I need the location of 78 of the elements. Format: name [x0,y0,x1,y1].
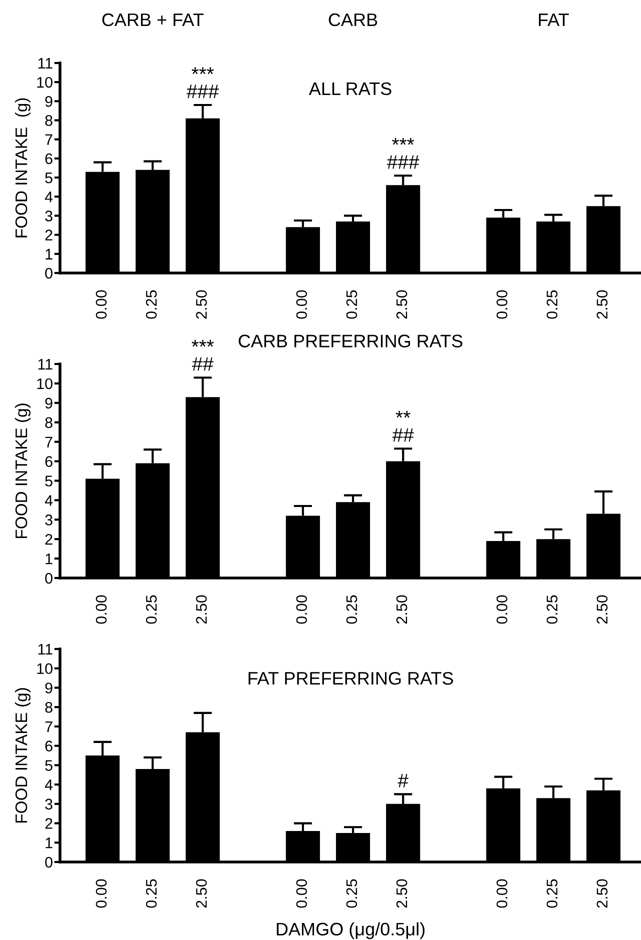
y-axis-title: FOOD INTAKE (g) [14,688,31,823]
text: ALL RATS [308,82,392,96]
y-tick-label: 3 [45,210,52,222]
text: FAT [538,14,569,26]
y-tick-label: 10 [37,378,52,390]
text: CARB [328,13,378,26]
y-tick-label: 9 [45,96,52,107]
y-tick-label: 8 [45,702,52,713]
y-tick-label: 7 [45,436,52,448]
y-tick-label: 6 [45,153,52,164]
y-tick-label: 4 [44,495,53,506]
x-tick-label: 2.50 [596,595,608,624]
x-tick-label: 0.25 [146,595,157,624]
x-tick-label: 2.50 [196,595,207,624]
x-tick-label: 2.50 [396,290,408,319]
y-tick-label: 2 [45,818,52,829]
y-tick-label: 9 [45,682,52,694]
data-label: *** ### [186,67,219,98]
y-tick-label: 6 [45,456,52,467]
y-tick-label: 0 [45,572,52,584]
y-tick-label: 5 [45,760,52,771]
x-tick-label: 0.00 [96,595,107,624]
y-tick-label: 10 [37,663,52,674]
x-tick-label: 0.25 [546,595,558,624]
y-tick-label: 7 [45,721,52,732]
x-tick-label: 2.50 [596,879,608,908]
x-tick-label: 0.25 [146,290,157,319]
data-label: ** ## [392,410,414,442]
x-tick-label: 0.00 [296,595,308,624]
y-tick-label: 8 [45,417,52,428]
x-tick-label: 0.00 [96,290,107,319]
x-tick-label: 0.25 [546,879,558,908]
x-tick-label: 0.00 [96,879,107,908]
x-tick-label: 0.00 [296,290,308,319]
x-tick-label: 2.50 [396,879,408,908]
x-tick-label: 0.00 [296,879,308,908]
x-tick-label: 0.25 [346,879,358,908]
y-axis-title: FOOD INTAKE (g) [14,404,31,538]
y-tick-label: 5 [45,476,52,486]
text: CARB + FAT [102,13,204,26]
y-tick-label: 3 [45,798,52,810]
y-tick-label: 1 [46,838,52,848]
x-tick-label: 2.50 [396,595,408,624]
x-tick-label: 0.00 [496,595,508,624]
x-tick-label: 2.50 [196,290,207,319]
x-tick-label: 0.00 [496,290,508,319]
x-tick-label: 0.25 [346,290,358,319]
y-tick-label: 7 [45,134,52,145]
y-tick-label: 1 [46,248,52,260]
y-tick-label: 10 [37,76,52,88]
y-tick-label: 3 [45,514,52,526]
x-tick-label: 0.00 [496,879,508,908]
y-tick-label: 9 [45,398,52,409]
y-tick-label: 6 [45,740,52,752]
y-tick-label: 11 [38,58,52,69]
y-tick-label: 4 [44,780,53,790]
y-tick-label: 8 [45,115,52,126]
x-tick-label: 0.25 [546,290,558,319]
x-tick-label: 0.25 [146,879,157,908]
text: FAT PREFERRING RATS [248,672,454,685]
chart-title: CARB PREFERRING RATS [238,334,462,348]
y-tick-label: 2 [45,230,52,240]
y-tick-label: 11 [38,644,52,655]
x-axis-title: DAMGO (μg/0.5μl) [276,922,424,940]
data-label: *** ### [386,138,420,169]
y-tick-label: 4 [44,192,53,202]
y-tick-label: 0 [45,856,52,868]
y-axis-title: FOOD INTAKE (g) [14,98,31,238]
x-tick-label: 2.50 [596,290,608,319]
y-tick-label: 11 [38,359,52,370]
x-tick-label: 2.50 [196,879,207,908]
data-label: # [398,774,408,788]
y-tick-label: 1 [46,554,52,564]
y-tick-label: 0 [45,268,52,279]
data-label: *** ## [192,340,214,371]
x-tick-label: 0.25 [346,595,358,624]
y-tick-label: 2 [45,534,52,545]
y-tick-label: 5 [45,172,52,184]
